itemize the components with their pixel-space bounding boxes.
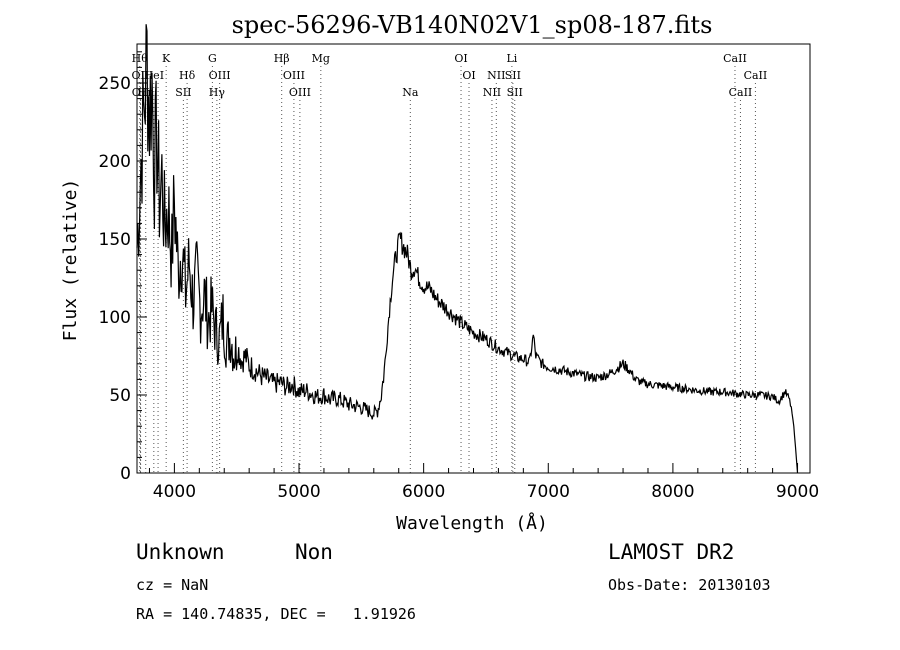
chart-title: spec-56296-VB140N02V1_sp08-187.fits [232,11,713,39]
line-annotations: HθOIIOIIHηHeIKHδSIIGOIIIHγHβOIIIOIIIMgNa… [132,52,768,473]
line-marker-label: OI [462,69,475,82]
line-marker-label: Hθ [132,52,149,65]
redshift-label: cz = NaN [136,576,209,594]
line-marker-label: K [162,52,171,65]
line-marker-label: OII [132,69,150,82]
plot-frame [136,43,811,474]
y-tick-label: 200 [99,152,131,172]
survey-label: LAMOST DR2 [608,540,735,564]
y-axis-label: Flux (relative) [60,179,81,342]
subclass-label: Non [295,540,333,564]
line-marker-label: Li [506,52,517,65]
x-tick-label: 4000 [153,482,196,502]
y-tick-label: 0 [120,464,131,484]
line-marker-label: SII [507,86,523,99]
line-marker-label: OIII [289,86,311,99]
line-marker-label: HeI [144,69,164,82]
line-marker-label: OIII [283,69,305,82]
line-marker-label: Hβ [274,52,290,65]
x-tick-label: 9000 [776,482,819,502]
y-tick-label: 150 [99,230,131,250]
spectrum-line [136,24,799,474]
line-marker-label: OI [454,52,467,65]
y-tick-label: 100 [99,308,131,328]
line-marker-label: G [208,52,217,65]
x-axis-label: Wavelength (Å) [396,512,548,534]
line-marker-label: CaII [744,69,768,82]
class-label: Unknown [136,540,225,564]
line-marker-label: Hγ [209,86,226,99]
line-marker-label: SII [505,69,521,82]
line-marker-label: CaII [723,52,747,65]
line-marker-label: Hδ [179,69,196,82]
x-tick-label: 6000 [402,482,445,502]
x-tick-label: 8000 [651,482,694,502]
y-tick-label: 50 [109,386,131,406]
line-marker-label: CaII [729,86,753,99]
line-marker-label: NII [483,86,501,99]
line-marker-label: SII [175,86,191,99]
line-marker-label: NII [487,69,505,82]
coordinates-label: RA = 140.74835, DEC = 1.91926 [136,605,416,623]
axis-ticks: 4000 5000 6000 7000 8000 9000 0 50 100 150 200 250 [99,51,819,502]
line-marker-label: Mg [312,52,330,65]
obs-date-label: Obs-Date: 20130103 [608,576,771,594]
y-tick-label: 250 [99,74,131,94]
line-marker-label: Na [402,86,419,99]
x-tick-label: 7000 [527,482,570,502]
line-marker-label: OIII [209,69,231,82]
x-tick-label: 5000 [277,482,320,502]
